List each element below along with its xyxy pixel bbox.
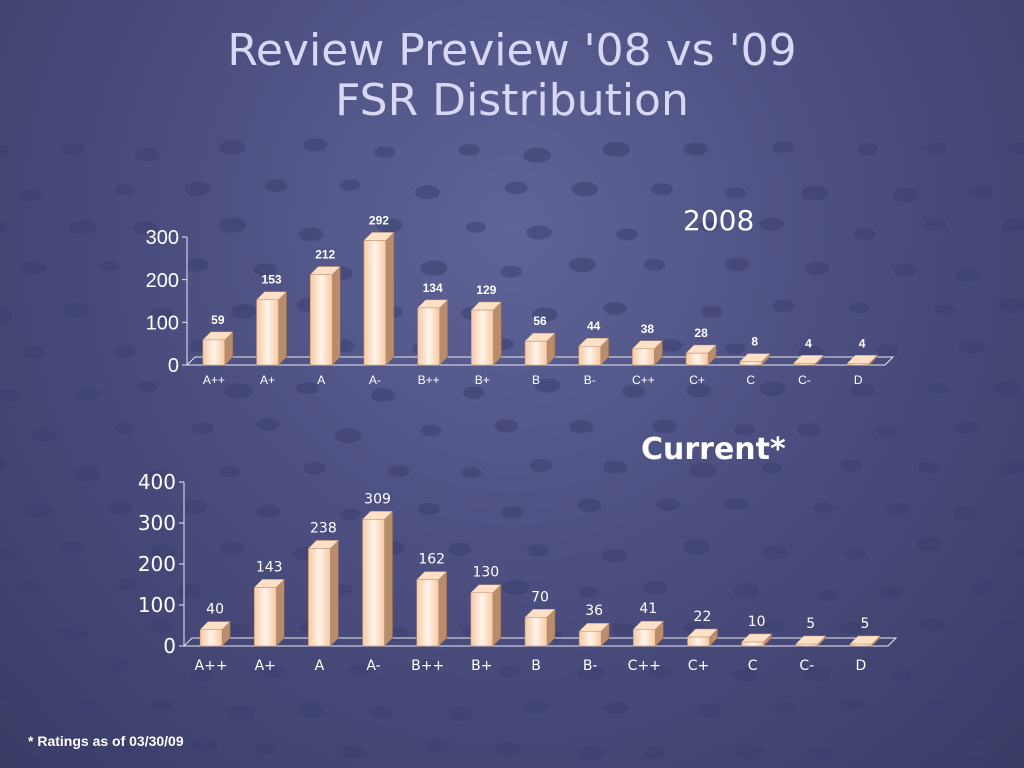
title-line-1: Review Preview '08 vs '09 bbox=[227, 25, 797, 76]
chart-2008-category-label: A bbox=[317, 373, 325, 387]
chart-current-category-label: A bbox=[315, 658, 325, 674]
chart-current-bar bbox=[524, 608, 556, 647]
chart-current-category-label: B- bbox=[583, 658, 598, 674]
chart-current-value-label: 36 bbox=[585, 603, 603, 619]
chart-2008-value-label: 56 bbox=[533, 314, 547, 328]
chart-current-value-label: 5 bbox=[860, 616, 869, 632]
title-line-2: FSR Distribution bbox=[335, 75, 689, 126]
chart-current-category-label: B++ bbox=[411, 658, 444, 674]
chart-2008-bar bbox=[631, 340, 663, 366]
chart-current-bar bbox=[686, 628, 719, 647]
chart-2008-category-label: D bbox=[854, 373, 863, 387]
chart-2008-category-label: C- bbox=[798, 373, 811, 387]
chart-2008-bar bbox=[739, 352, 771, 366]
chart-2008-bar bbox=[202, 331, 234, 366]
chart-2008-ytick-label: 100 bbox=[146, 313, 179, 335]
chart-current-category-label: B+ bbox=[471, 658, 492, 674]
chart-2008-category-label: A+ bbox=[260, 373, 275, 387]
chart-current-bar bbox=[741, 633, 773, 647]
chart-2008-category-label: B++ bbox=[418, 373, 440, 387]
chart-current-value-label: 70 bbox=[531, 589, 549, 605]
chart-2008-ytick-label: 0 bbox=[168, 355, 179, 377]
chart-2008-ytick-label: 300 bbox=[146, 227, 179, 249]
chart-current-category-label: B bbox=[531, 658, 541, 674]
chart-2008-value-label: 8 bbox=[751, 335, 758, 349]
chart-2008-value-label: 59 bbox=[211, 313, 225, 327]
chart-2008-value-label: 129 bbox=[476, 283, 496, 297]
chart-current-value-label: 5 bbox=[806, 616, 815, 632]
chart-current-value-label: 143 bbox=[256, 559, 283, 575]
chart-2008-bar bbox=[685, 344, 717, 366]
chart-2008-value-label: 134 bbox=[423, 281, 443, 295]
chart-current-bar bbox=[578, 622, 610, 647]
chart-current-bar bbox=[795, 635, 827, 647]
chart-current-value-label: 40 bbox=[206, 602, 224, 618]
chart-2008-ytick-label: 200 bbox=[146, 270, 179, 292]
chart-current-value-label: 10 bbox=[748, 614, 766, 630]
chart-2008-value-label: 44 bbox=[587, 319, 601, 333]
chart-current-ytick-label: 300 bbox=[138, 511, 176, 535]
chart-current-ytick-label: 200 bbox=[138, 552, 176, 576]
chart-current-category-label: C- bbox=[799, 658, 814, 674]
footnote: * Ratings as of 03/30/09 bbox=[28, 733, 184, 749]
chart-current-category-label: A++ bbox=[195, 658, 228, 674]
chart-current-value-label: 41 bbox=[639, 601, 657, 617]
chart-2008-category-label: A- bbox=[369, 373, 381, 387]
chart-current-bar bbox=[307, 539, 339, 647]
chart-2008-category-label: C++ bbox=[632, 373, 655, 387]
chart-2008-value-label: 153 bbox=[262, 273, 282, 287]
chart-current-category-label: C bbox=[748, 658, 758, 674]
chart-2008-category-label: C+ bbox=[689, 373, 705, 387]
chart-current-ytick-label: 100 bbox=[138, 593, 176, 617]
chart-current-ytick-label: 0 bbox=[163, 634, 176, 658]
chart-current-bar bbox=[253, 578, 285, 647]
chart-2008-value-label: 4 bbox=[805, 336, 812, 350]
chart-2008-bar bbox=[309, 265, 341, 366]
chart-current-value-label: 162 bbox=[418, 552, 445, 568]
chart-2008-bar bbox=[417, 299, 449, 366]
chart-current-ytick-label: 400 bbox=[138, 470, 176, 494]
chart-2008-title: 2008 bbox=[683, 204, 755, 237]
chart-2008-category-label: B- bbox=[584, 373, 596, 387]
chart-current-value-label: 238 bbox=[310, 520, 337, 536]
chart-2008-category-label: C bbox=[746, 373, 755, 387]
chart-2008-bar bbox=[363, 231, 395, 366]
chart-2008-category-label: A++ bbox=[203, 373, 225, 387]
chart-2008-bar bbox=[470, 301, 502, 366]
chart-2008-bar bbox=[578, 337, 610, 366]
chart-current-bar bbox=[849, 635, 881, 647]
chart-2008-bar bbox=[255, 291, 288, 366]
chart-2008-bar bbox=[846, 354, 878, 366]
slide-title: Review Preview '08 vs '09 FSR Distributi… bbox=[0, 26, 1024, 126]
chart-current-value-label: 130 bbox=[472, 565, 499, 581]
chart-2008-value-label: 4 bbox=[859, 336, 866, 350]
chart-current-category-label: C++ bbox=[628, 658, 661, 674]
chart-current-bar bbox=[470, 584, 502, 647]
chart-current-category-label: A- bbox=[366, 658, 380, 674]
chart-2008-value-label: 38 bbox=[641, 322, 655, 336]
chart-current-value-label: 309 bbox=[364, 491, 391, 507]
chart-2008-bar bbox=[524, 332, 556, 366]
chart-current-bar bbox=[199, 620, 231, 647]
chart-current-bar bbox=[416, 570, 448, 647]
chart-2008-category-label: B bbox=[532, 373, 540, 387]
chart-current-category-label: A+ bbox=[255, 658, 276, 674]
chart-2008-category-label: B+ bbox=[475, 373, 490, 387]
chart-2008-value-label: 292 bbox=[369, 213, 389, 227]
chart-2008-value-label: 28 bbox=[694, 326, 708, 340]
chart-current-bar bbox=[632, 620, 664, 647]
chart-current-bar bbox=[361, 510, 394, 647]
chart-current-value-label: 22 bbox=[694, 609, 712, 625]
chart-current-category-label: D bbox=[856, 658, 867, 674]
chart-2008-bar bbox=[792, 354, 825, 366]
chart-2008-value-label: 212 bbox=[315, 248, 335, 262]
chart-current-category-label: C+ bbox=[688, 658, 710, 674]
chart-current-title: Current* bbox=[641, 432, 786, 467]
